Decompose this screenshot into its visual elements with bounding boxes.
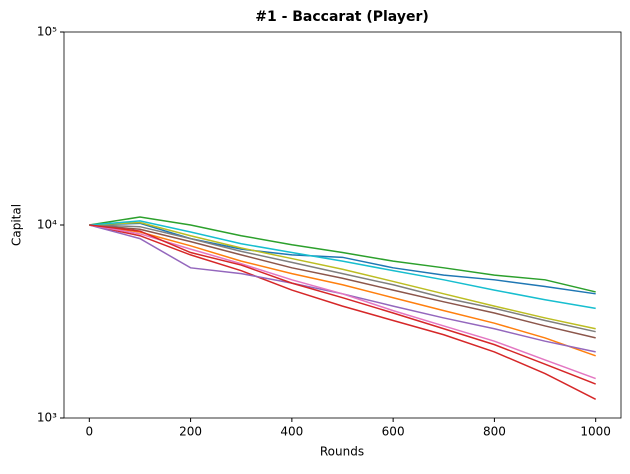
y-axis-label: Capital [10,204,24,246]
series-line [89,224,596,353]
series-line [89,220,596,310]
series-line [89,224,596,380]
series-line [89,224,596,339]
y-tick-label: 10³ [37,411,57,425]
x-tick-label: 200 [179,425,202,439]
series-line [89,221,596,330]
series-line [89,222,596,295]
series-line [89,224,596,357]
series-line [89,224,596,333]
series-line [89,216,596,293]
series-line [89,224,596,385]
x-tick-label: 800 [483,425,506,439]
x-tick-label: 0 [85,425,93,439]
series-line [89,224,597,400]
x-axis-label: Rounds [320,445,364,459]
x-tick-label: 600 [382,425,405,439]
y-tick-label: 10⁵ [37,25,57,39]
chart-title: #1 - Baccarat (Player) [255,9,429,25]
x-tick-label: 1000 [580,425,611,439]
y-tick-label: 10⁴ [37,218,57,232]
x-tick-label: 400 [280,425,303,439]
